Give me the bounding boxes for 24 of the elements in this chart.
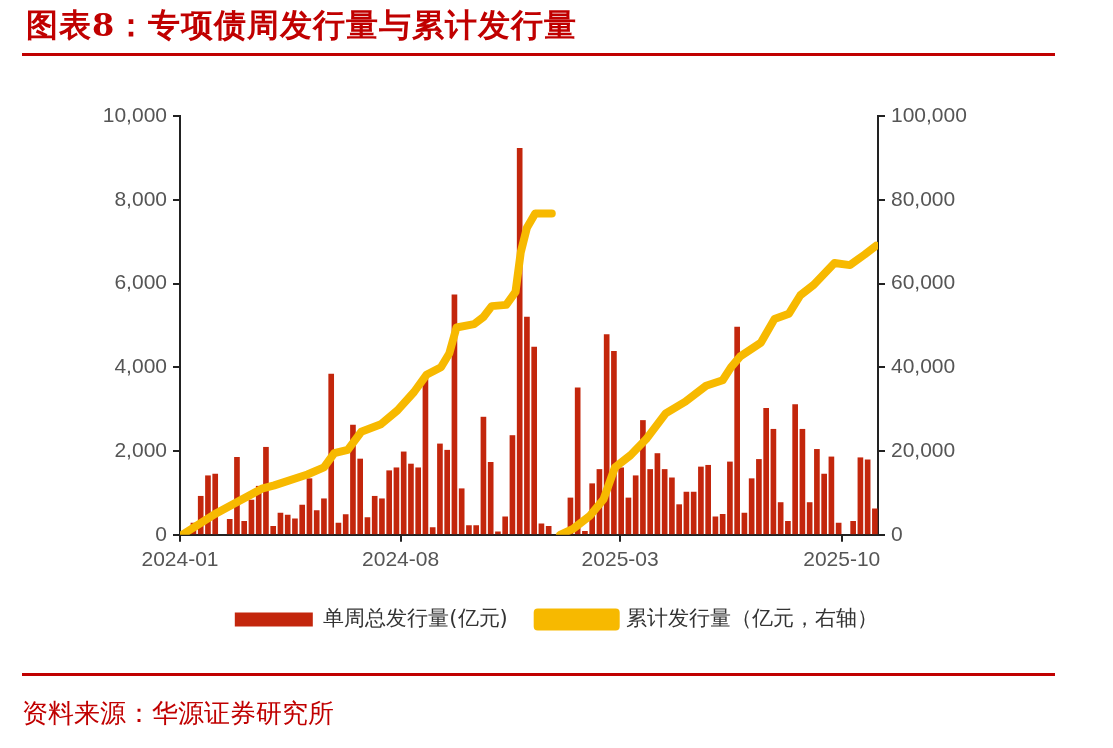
y2-tick-label: 20,000 — [891, 437, 956, 461]
y-tick-label: 8,000 — [114, 186, 167, 210]
x-tick-label: 2025-10 — [803, 547, 881, 571]
y2-tick-label: 100,000 — [891, 102, 967, 126]
legend-label: 累计发行量（亿元，右轴） — [626, 605, 879, 630]
x-tick-label: 2024-01 — [141, 547, 219, 571]
y-tick-label: 10,000 — [102, 102, 167, 126]
y2-tick-label: 80,000 — [891, 186, 956, 210]
bar — [712, 516, 719, 535]
legend-label: 单周总发行量(亿元) — [323, 605, 508, 630]
y-tick-label: 4,000 — [114, 354, 167, 378]
y2-tick-label: 60,000 — [891, 270, 956, 294]
y2-tick-label: 0 — [891, 521, 903, 545]
bar — [850, 521, 856, 535]
y-tick-label: 2,000 — [114, 437, 167, 461]
x-tick-label: 2024-08 — [362, 547, 440, 571]
chart-title: 图表8：专项债周发行量与累计发行量 — [26, 5, 578, 46]
y-tick-label: 0 — [155, 521, 167, 545]
text: 资料来源：华源证券研究所 — [22, 697, 334, 730]
y2-tick-label: 40,000 — [891, 354, 956, 378]
bar — [872, 508, 878, 535]
y-tick-label: 6,000 — [114, 270, 167, 294]
bar — [545, 526, 552, 535]
x-tick-label: 2025-03 — [581, 547, 659, 571]
